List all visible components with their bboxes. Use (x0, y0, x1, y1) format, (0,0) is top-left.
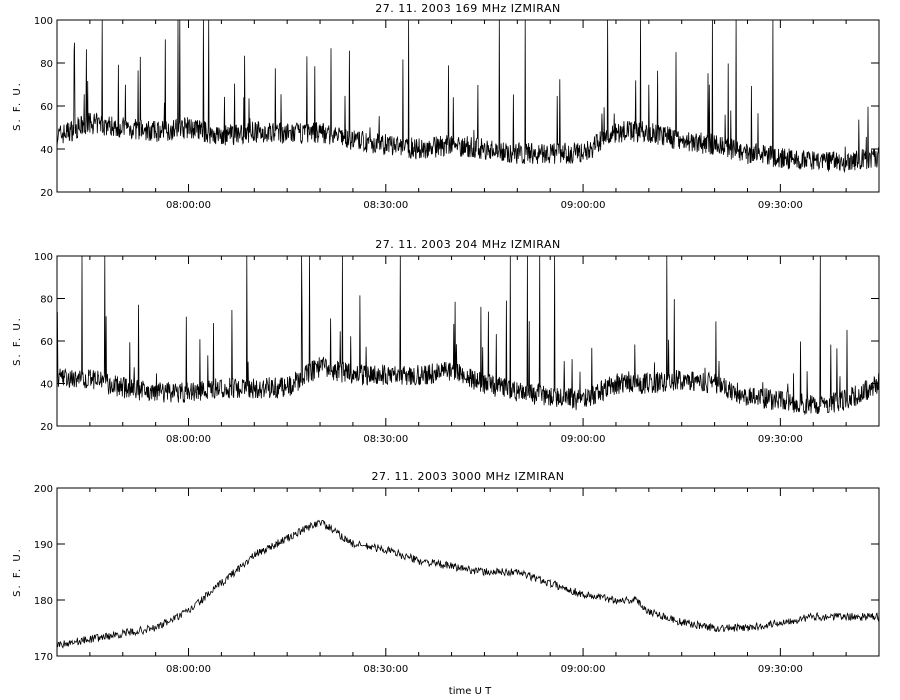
y-tick-label: 100 (34, 252, 53, 263)
plot-frame (56, 487, 880, 657)
y-tick-label: 180 (34, 596, 53, 607)
y-tick-label: 60 (40, 337, 53, 348)
x-tick-label: 08:30:00 (363, 664, 408, 675)
y-tick-label: 20 (40, 188, 53, 199)
y-tick-label: 200 (34, 484, 53, 495)
panel-204mhz: 27. 11. 2003 204 MHz IZMIRAN S. F. U. 20 40… (12, 238, 880, 445)
y-tick-label: 170 (34, 652, 53, 663)
panel-169mhz: 27. 11. 2003 169 MHz IZMIRAN S. F. U. 20 40… (12, 2, 880, 211)
x-tick-label: 08:00:00 (166, 664, 211, 675)
y-axis-label: S. F. U. (12, 81, 23, 131)
panel-3000mhz: 27. 11. 2003 3000 MHz IZMIRAN S. F. U. 170… (12, 470, 880, 675)
y-axis-label: S. F. U. (12, 547, 23, 597)
x-tick-label: 09:30:00 (758, 434, 803, 445)
x-tick-label: 08:00:00 (166, 200, 211, 211)
series-line (56, 255, 880, 416)
series-line (56, 19, 880, 174)
x-tick-label: 09:30:00 (758, 664, 803, 675)
chart-title: 27. 11. 2003 3000 MHz IZMIRAN (372, 470, 565, 483)
series-line (56, 519, 880, 649)
y-axis-label: S. F. U. (12, 316, 23, 366)
chart-title: 27. 11. 2003 204 MHz IZMIRAN (375, 238, 560, 251)
y-tick-label: 100 (34, 16, 53, 27)
y-tick-label: 60 (40, 102, 53, 113)
chart-title: 27. 11. 2003 169 MHz IZMIRAN (375, 2, 560, 15)
x-tick-label: 09:00:00 (561, 664, 606, 675)
x-tick-label: 09:00:00 (561, 200, 606, 211)
y-tick-label: 40 (40, 145, 53, 156)
x-tick-label: 08:30:00 (363, 434, 408, 445)
y-tick-label: 80 (40, 295, 53, 306)
x-axis-label: time U T (449, 686, 492, 697)
x-tick-label: 09:30:00 (758, 200, 803, 211)
x-tick-label: 08:00:00 (166, 434, 211, 445)
y-tick-label: 40 (40, 380, 53, 391)
y-tick-label: 190 (34, 540, 53, 551)
y-tick-label: 20 (40, 422, 53, 433)
y-tick-label: 80 (40, 59, 53, 70)
x-tick-label: 09:00:00 (561, 434, 606, 445)
x-tick-label: 08:30:00 (363, 200, 408, 211)
